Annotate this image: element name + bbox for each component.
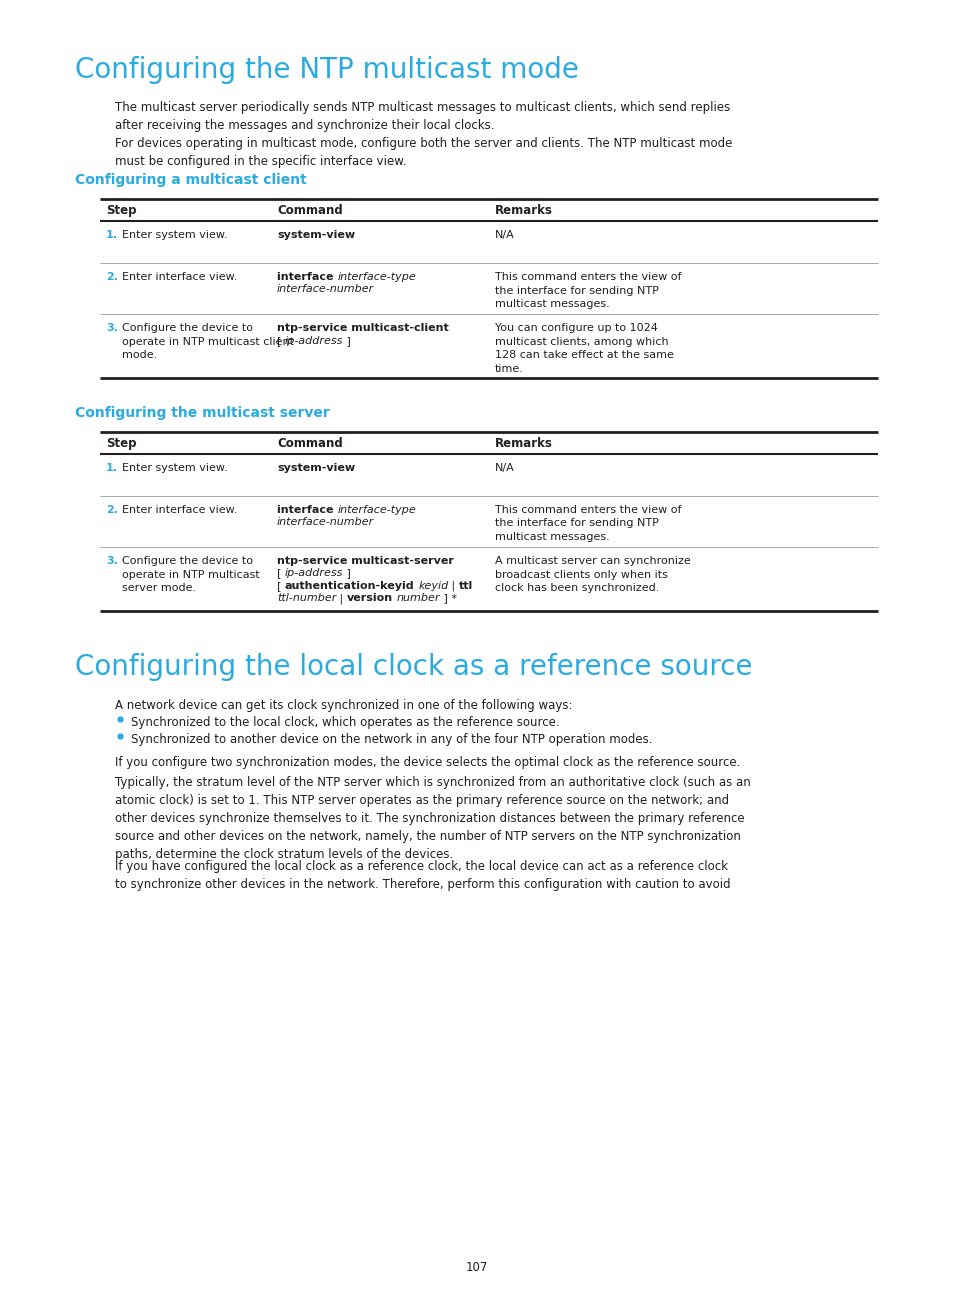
Text: Enter interface view.: Enter interface view. bbox=[122, 272, 237, 283]
Text: ] *: ] * bbox=[439, 594, 456, 603]
Text: version: version bbox=[347, 594, 393, 603]
Text: If you have configured the local clock as a reference clock, the local device ca: If you have configured the local clock a… bbox=[115, 859, 730, 890]
Text: A network device can get its clock synchronized in one of the following ways:: A network device can get its clock synch… bbox=[115, 699, 572, 712]
Text: [: [ bbox=[276, 336, 285, 346]
Text: Command: Command bbox=[276, 203, 342, 216]
Text: ]: ] bbox=[343, 336, 351, 346]
Text: 2.: 2. bbox=[106, 505, 118, 515]
Text: Configuring the local clock as a reference source: Configuring the local clock as a referen… bbox=[75, 653, 752, 680]
Text: Enter system view.: Enter system view. bbox=[122, 463, 228, 473]
Text: Typically, the stratum level of the NTP server which is synchronized from an aut: Typically, the stratum level of the NTP … bbox=[115, 775, 750, 861]
Text: Enter system view.: Enter system view. bbox=[122, 229, 228, 240]
Text: interface-type: interface-type bbox=[337, 505, 416, 515]
Text: |: | bbox=[448, 581, 458, 591]
Text: Synchronized to another device on the network in any of the four NTP operation m: Synchronized to another device on the ne… bbox=[131, 732, 652, 745]
Text: A multicast server can synchronize
broadcast clients only when its
clock has bee: A multicast server can synchronize broad… bbox=[495, 556, 690, 594]
Text: 1.: 1. bbox=[106, 229, 118, 240]
Text: Command: Command bbox=[276, 437, 342, 450]
Text: |: | bbox=[336, 594, 347, 604]
Text: You can configure up to 1024
multicast clients, among which
128 can take effect : You can configure up to 1024 multicast c… bbox=[495, 323, 673, 375]
Text: The multicast server periodically sends NTP multicast messages to multicast clie: The multicast server periodically sends … bbox=[115, 101, 729, 132]
Text: ]: ] bbox=[343, 569, 351, 578]
Text: ntp-service multicast-client: ntp-service multicast-client bbox=[276, 323, 448, 333]
Text: 3.: 3. bbox=[106, 556, 118, 566]
Text: ip-address: ip-address bbox=[285, 336, 343, 346]
Text: number: number bbox=[396, 594, 439, 603]
Text: Configure the device to
operate in NTP multicast
server mode.: Configure the device to operate in NTP m… bbox=[122, 556, 259, 594]
Text: 3.: 3. bbox=[106, 323, 118, 333]
Text: ttl-number: ttl-number bbox=[276, 594, 336, 603]
Text: ttl: ttl bbox=[458, 581, 473, 591]
Text: interface: interface bbox=[276, 505, 337, 515]
Text: ntp-service multicast-server: ntp-service multicast-server bbox=[276, 556, 454, 566]
Text: If you configure two synchronization modes, the device selects the optimal clock: If you configure two synchronization mod… bbox=[115, 756, 740, 769]
Text: interface-number: interface-number bbox=[276, 517, 374, 527]
Text: This command enters the view of
the interface for sending NTP
multicast messages: This command enters the view of the inte… bbox=[495, 505, 680, 542]
Text: Step: Step bbox=[106, 203, 136, 216]
Text: 107: 107 bbox=[465, 1261, 488, 1274]
Text: Configuring the multicast server: Configuring the multicast server bbox=[75, 406, 330, 420]
Text: authentication-keyid: authentication-keyid bbox=[285, 581, 415, 591]
Text: N/A: N/A bbox=[495, 463, 515, 473]
Text: ip-address: ip-address bbox=[285, 569, 343, 578]
Text: [: [ bbox=[276, 581, 285, 591]
Text: system-view: system-view bbox=[276, 463, 355, 473]
Text: interface: interface bbox=[276, 272, 337, 283]
Text: Step: Step bbox=[106, 437, 136, 450]
Text: For devices operating in multicast mode, configure both the server and clients. : For devices operating in multicast mode,… bbox=[115, 137, 732, 168]
Text: 2.: 2. bbox=[106, 272, 118, 283]
Text: [: [ bbox=[276, 569, 285, 578]
Text: Configuring a multicast client: Configuring a multicast client bbox=[75, 172, 307, 187]
Text: Synchronized to the local clock, which operates as the reference source.: Synchronized to the local clock, which o… bbox=[131, 715, 559, 728]
Text: interface-type: interface-type bbox=[337, 272, 416, 283]
Text: This command enters the view of
the interface for sending NTP
multicast messages: This command enters the view of the inte… bbox=[495, 272, 680, 310]
Text: N/A: N/A bbox=[495, 229, 515, 240]
Text: Remarks: Remarks bbox=[495, 203, 553, 216]
Text: Configure the device to
operate in NTP multicast client
mode.: Configure the device to operate in NTP m… bbox=[122, 323, 294, 360]
Text: system-view: system-view bbox=[276, 229, 355, 240]
Text: interface-number: interface-number bbox=[276, 284, 374, 294]
Text: Configuring the NTP multicast mode: Configuring the NTP multicast mode bbox=[75, 56, 578, 84]
Text: Enter interface view.: Enter interface view. bbox=[122, 505, 237, 515]
Text: keyid: keyid bbox=[417, 581, 448, 591]
Text: 1.: 1. bbox=[106, 463, 118, 473]
Text: Remarks: Remarks bbox=[495, 437, 553, 450]
